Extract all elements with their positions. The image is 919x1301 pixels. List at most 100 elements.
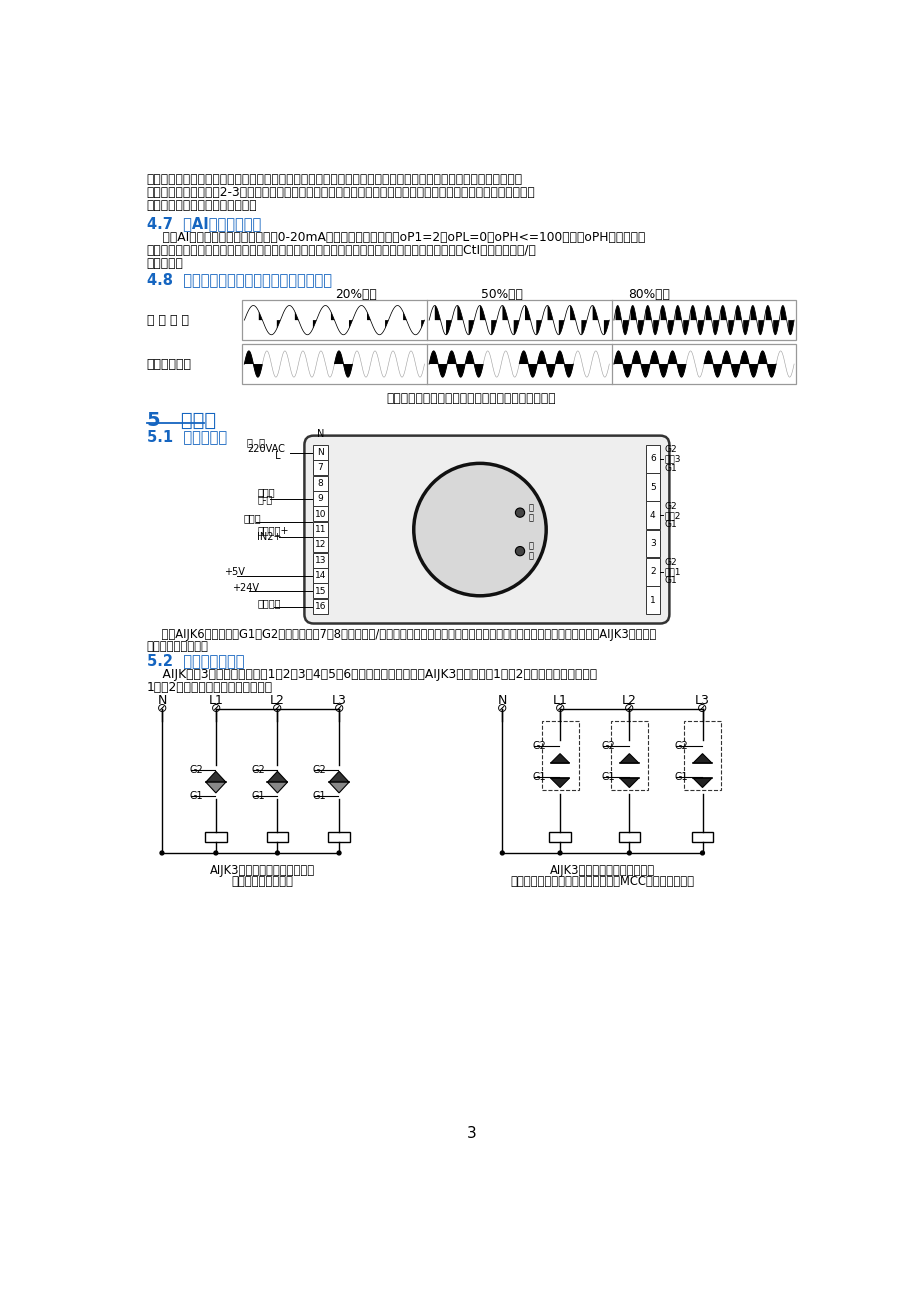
Text: G2: G2	[532, 742, 546, 751]
Text: AIJK3星型三相四线制结构负载: AIJK3星型三相四线制结构负载	[550, 864, 654, 877]
Bar	[312, 490, 328, 506]
Polygon shape	[550, 753, 569, 762]
Text: G2: G2	[189, 765, 203, 775]
Text: 报警输出: 报警输出	[257, 598, 280, 608]
Text: 5   接线图: 5 接线图	[146, 411, 215, 431]
Text: 好是相线安全截流量的2-3倍。不仅柜子到电炉的零线要粗，柜子到供电变压器的零线也要粗，以保证零线的安全，且: 好是相线安全截流量的2-3倍。不仅柜子到电炉的零线要粗，柜子到供电变压器的零线也…	[146, 186, 535, 199]
Text: 运
行: 运 行	[528, 541, 533, 561]
Text: 16: 16	[314, 602, 326, 611]
Circle shape	[275, 851, 279, 855]
Polygon shape	[329, 771, 348, 782]
Polygon shape	[619, 778, 638, 787]
Text: 11: 11	[314, 526, 326, 535]
Text: 2: 2	[650, 567, 655, 576]
Text: 20%输出: 20%输出	[335, 288, 377, 301]
Bar	[645, 585, 660, 614]
Text: N: N	[157, 693, 166, 706]
Text: ⊘: ⊘	[334, 703, 344, 716]
Text: 50%输出: 50%输出	[481, 288, 523, 301]
Text: 注：AIJK6的触发输出G1、G2是有方向的，7、8端电源零线/相线不可接反，因此都必须按接线图连接，否则无法工作或造成误触发。AIJK3的触发输: 注：AIJK6的触发输出G1、G2是有方向的，7、8端电源零线/相线不可接反，因…	[146, 628, 655, 641]
Text: 6: 6	[649, 454, 655, 463]
FancyBboxPatch shape	[304, 436, 669, 623]
Text: ⊘: ⊘	[272, 703, 282, 716]
Text: 220VAC: 220VAC	[247, 444, 285, 454]
Text: 3: 3	[466, 1125, 476, 1141]
Circle shape	[336, 851, 341, 855]
Text: L2: L2	[270, 693, 285, 706]
Polygon shape	[206, 771, 226, 782]
Bar	[645, 530, 660, 557]
Text: 80%输出: 80%输出	[627, 288, 669, 301]
Text: ⊘: ⊘	[697, 703, 707, 716]
Text: L3: L3	[331, 693, 346, 706]
Bar	[312, 506, 328, 522]
Polygon shape	[267, 782, 287, 792]
Text: 避免将电能过多地损耗在零线上。: 避免将电能过多地损耗在零线上。	[146, 199, 257, 212]
Bar	[312, 569, 328, 583]
Text: G2: G2	[601, 742, 615, 751]
Bar	[645, 501, 660, 530]
Text: 4: 4	[650, 511, 655, 520]
Text: （双向可控硅电路）: （双向可控硅电路）	[231, 874, 292, 887]
Circle shape	[515, 546, 524, 556]
Text: G1: G1	[664, 463, 676, 472]
Text: N: N	[317, 448, 323, 457]
Text: 7: 7	[317, 463, 323, 472]
Bar	[691, 833, 712, 842]
Text: G1: G1	[532, 771, 545, 782]
Text: G2: G2	[251, 765, 265, 775]
Text: 触发2: 触发2	[664, 511, 680, 520]
Text: 1路或2路触发输出。接线方式如下：: 1路或2路触发输出。接线方式如下：	[146, 682, 272, 695]
Text: 触发1: 触发1	[664, 567, 681, 576]
Text: IN2+: IN2+	[257, 532, 281, 543]
Text: G1: G1	[664, 520, 676, 530]
Text: 9: 9	[317, 494, 323, 503]
Text: G1: G1	[251, 791, 265, 801]
Bar	[312, 476, 328, 490]
Text: 配合AI系列仪表应用时，推荐采用0-20mA输入，仪表参数设置为oP1=2，oPL=0，oPH<=100，其中oPH作为输出上: 配合AI系列仪表应用时，推荐采用0-20mA输入，仪表参数设置为oP1=2，oP…	[146, 230, 644, 243]
Text: 4.7  与AI仪表配套应用: 4.7 与AI仪表配套应用	[146, 216, 260, 232]
Bar	[645, 558, 660, 585]
Text: 相  零: 相 零	[247, 437, 266, 448]
Text: 12: 12	[314, 540, 326, 549]
Text: 14: 14	[314, 571, 326, 580]
Circle shape	[558, 851, 562, 855]
Text: 会随温度或随老化程度会变的负载，如硅碳棒电炉等，由于常常工作在小移相角，零线应该采用比相线还粗的线，最: 会随温度或随老化程度会变的负载，如硅碳棒电炉等，由于常常工作在小移相角，零线应该…	[146, 173, 522, 186]
Bar	[541, 721, 578, 790]
Text: G2: G2	[664, 445, 676, 454]
Text: 13: 13	[314, 556, 326, 565]
Bar	[618, 833, 640, 842]
Bar	[312, 461, 328, 475]
Text: G2: G2	[664, 558, 676, 567]
Text: 1: 1	[649, 596, 655, 605]
Text: G2: G2	[312, 765, 326, 775]
Text: AIJK具有3路触发输出，端子1、2；3、4；5、6分别触发三路可控硅，AIJK3可只用其中1路或2路，允许任意连接其中: AIJK具有3路触发输出，端子1、2；3、4；5、6分别触发三路可控硅，AIJK…	[146, 669, 596, 682]
Text: 辅助输入+: 辅助输入+	[257, 526, 289, 535]
Bar	[312, 537, 328, 553]
Text: N: N	[497, 693, 506, 706]
Bar	[312, 522, 328, 537]
Bar	[242, 343, 796, 384]
Text: 出接反不影响触发。: 出接反不影响触发。	[146, 640, 209, 653]
Text: L1: L1	[209, 693, 223, 706]
Circle shape	[414, 463, 546, 596]
Polygon shape	[619, 753, 638, 762]
Circle shape	[214, 851, 218, 855]
Text: L2: L2	[621, 693, 636, 706]
Bar	[684, 721, 720, 790]
Text: 5.1  接线端子图: 5.1 接线端子图	[146, 429, 226, 445]
Text: 移相触发与周波过零触发的区别（黑体为负载电流）: 移相触发与周波过零触发的区别（黑体为负载电流）	[386, 392, 556, 405]
Text: 15: 15	[314, 587, 326, 596]
Text: G1: G1	[601, 771, 615, 782]
Text: 停止时间。: 停止时间。	[146, 258, 183, 271]
Circle shape	[500, 851, 504, 855]
Bar	[312, 553, 328, 567]
Bar	[645, 474, 660, 501]
Text: （单向可控硅反并联电路，推荐采用MCC系列功率模块）: （单向可控硅反并联电路，推荐采用MCC系列功率模块）	[510, 874, 694, 887]
Text: 触发3: 触发3	[664, 454, 681, 463]
Text: ⊘: ⊘	[156, 703, 167, 716]
Polygon shape	[329, 782, 348, 792]
Polygon shape	[206, 782, 226, 792]
Text: 限，数值设置按需要而定，用于高温炉（硅钼棒等）时，请应用分段功率限制功能。通常输出周期CtI应大于软启动/软: 限，数值设置按需要而定，用于高温炉（硅钼棒等）时，请应用分段功率限制功能。通常输…	[146, 243, 536, 256]
Bar	[645, 445, 660, 472]
